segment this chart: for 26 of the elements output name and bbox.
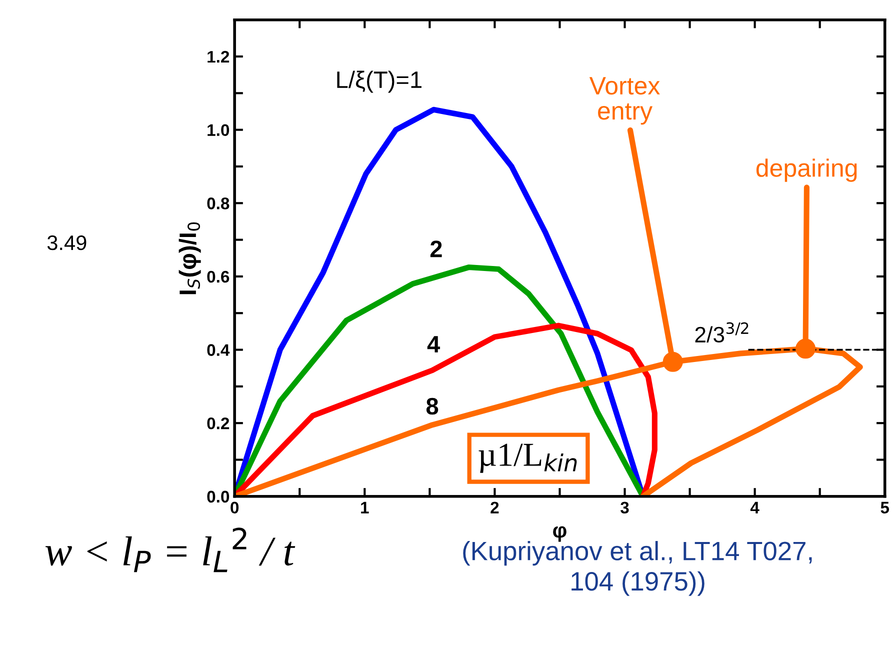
x-tick-label: 1 [361,502,369,514]
annotation: µ1/L$_{kin}$ [478,444,577,473]
y-tick-label: 0.0 [207,490,230,503]
y-tick-label: 0.2 [207,417,230,430]
annotation: 8 [426,398,438,415]
text: 3.49 [47,235,86,250]
annotation: L/ξ(T)=1 [337,70,422,93]
x-tick-label: 2 [490,502,499,514]
text: w < l$_{P}$ = l$_{L}$$^{2}$ / t [45,528,296,572]
y-axis-title: I$_{S}$(φ)/I$_{0}$ [178,222,201,294]
y-tick-label: 0.6 [207,270,230,283]
x-tick-label: 5 [880,502,890,514]
annotation: Vortex entry [589,77,660,125]
annotation: depairing [756,158,857,182]
y-tick-label: 1.2 [208,50,230,63]
y-tick-label: 1.0 [208,124,230,136]
y-tick-label: 0.8 [207,198,230,210]
x-tick-label: 0 [230,502,239,514]
y-tick-label: 0.4 [207,344,230,356]
x-tick-label: 4 [750,502,760,514]
annotation: 2/3$^{3/2}$ [695,322,748,343]
annotation: 2 [430,240,442,258]
x-tick-label: 3 [620,502,629,514]
annotation: 4 [427,336,440,352]
text: (Kupriyanov et al., LT14 T027, 104 (1975)) [463,540,812,596]
x-axis-title: φ [553,526,566,542]
